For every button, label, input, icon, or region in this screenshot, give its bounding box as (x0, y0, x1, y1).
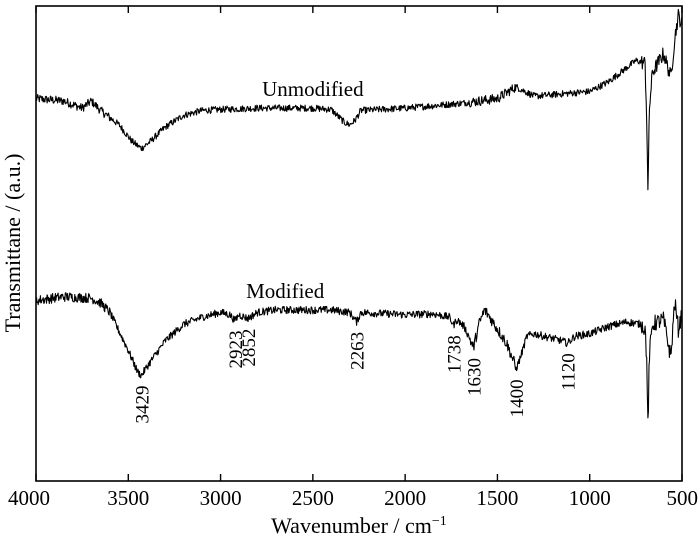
x-tick-label-3500: 3500 (107, 486, 149, 510)
peak-label-3429: 3429 (132, 386, 153, 424)
peak-label-1738: 1738 (445, 335, 466, 373)
plot-area (35, 5, 683, 482)
x-tick-label-1000: 1000 (569, 486, 611, 510)
series-label-layer: Unmodified Modified (246, 77, 364, 303)
series-trace-unmodified (35, 8, 683, 191)
series-label-unmodified: Unmodified (262, 77, 364, 101)
x-tick-label-500: 500 (667, 486, 699, 510)
series-trace-modified (35, 292, 683, 419)
x-axis-title-text: Wavenumber / cm (271, 513, 432, 538)
y-axis-title: Transmittane / (a.u.) (0, 154, 25, 333)
x-axis-ticks: 4000 3500 3000 2500 2000 1500 1000 500 (8, 6, 698, 510)
peak-label-1120: 1120 (559, 353, 580, 390)
x-axis-title: Wavenumber / cm−1 (271, 513, 447, 538)
x-tick-label-2000: 2000 (384, 486, 426, 510)
peak-label-1400: 1400 (507, 379, 528, 417)
x-tick-label-3000: 3000 (200, 486, 242, 510)
x-tick-label-1500: 1500 (476, 486, 518, 510)
peak-label-2263: 2263 (348, 332, 369, 370)
x-tick-label-2500: 2500 (292, 486, 334, 510)
peak-label-2923: 2923 (226, 331, 247, 369)
x-axis-title-superscript: −1 (432, 514, 447, 529)
x-tick-label-4000: 4000 (8, 486, 50, 510)
peak-label-2852: 2852 (239, 329, 260, 367)
plot-frame (35, 5, 683, 482)
series-label-modified: Modified (246, 279, 325, 303)
peak-label-1630: 1630 (464, 358, 485, 396)
series-layer (35, 8, 683, 419)
